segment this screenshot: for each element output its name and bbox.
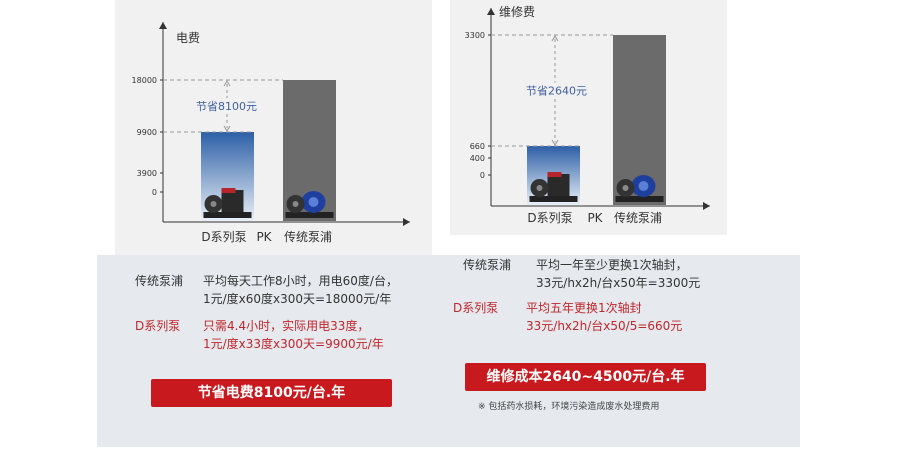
pump-motor bbox=[547, 174, 570, 196]
category-label-traditional: 传统泵浦 bbox=[614, 210, 662, 225]
pump-icon-t bbox=[285, 191, 334, 218]
left-d-label: D系列泵 bbox=[135, 319, 181, 333]
comparison-panel bbox=[97, 255, 800, 447]
pump-motor-top bbox=[547, 172, 562, 177]
pump-motor-highlight bbox=[638, 181, 649, 191]
pump-icon-d bbox=[203, 188, 252, 218]
difference-annotation: 节省2640元 bbox=[526, 85, 587, 98]
difference-arrow-down bbox=[551, 139, 559, 146]
y-tick-label: 3900 bbox=[137, 169, 157, 178]
pump-base bbox=[203, 212, 252, 218]
electricity-savings-banner: 节省电费8100元/台.年 bbox=[151, 379, 392, 407]
electricity-chart-panel bbox=[115, 0, 432, 255]
pump-icon-d bbox=[529, 172, 578, 202]
difference-arrow-up bbox=[223, 80, 231, 87]
pump-head-port bbox=[292, 201, 299, 207]
x-axis-arrow bbox=[703, 202, 710, 210]
y-tick-label: 9900 bbox=[137, 128, 157, 137]
pump-motor bbox=[221, 190, 244, 212]
difference-arrow-down bbox=[223, 125, 231, 132]
category-label-d-series: D系列泵 bbox=[527, 211, 572, 225]
pump-icon-t bbox=[615, 175, 664, 202]
left-d-line1: 只需4.4小时，实际用电33度， bbox=[203, 319, 370, 333]
right-d-line2: 33元/hx2h/台x50/5=660元 bbox=[526, 319, 683, 333]
pump-head-port bbox=[622, 185, 629, 191]
maintenance-savings-banner: 维修成本2640~4500元/台.年 bbox=[465, 363, 706, 391]
maintenance-chart-panel bbox=[450, 0, 727, 235]
pump-base bbox=[529, 196, 578, 202]
right-d-line1: 平均五年更换1次轴封 bbox=[526, 301, 642, 315]
pump-head-port bbox=[210, 201, 217, 207]
category-separator: PK bbox=[256, 230, 272, 244]
y-tick-label: 660 bbox=[470, 142, 485, 151]
y-tick-label: 400 bbox=[470, 154, 485, 163]
left-trad-line1: 平均每天工作8小时，用电60度/台， bbox=[203, 274, 398, 288]
x-axis-arrow bbox=[403, 218, 410, 226]
category-label-d-series: D系列泵 bbox=[201, 230, 246, 244]
y-axis-arrow bbox=[487, 8, 495, 15]
footnote: ※ 包括药水损耗，环境污染造成废水处理费用 bbox=[478, 402, 660, 412]
y-tick-label: 0 bbox=[152, 188, 157, 197]
y-tick-label: 0 bbox=[480, 171, 485, 180]
pump-motor-top bbox=[221, 188, 236, 193]
y-tick-label: 18000 bbox=[132, 76, 157, 85]
difference-arrow-up bbox=[551, 35, 559, 42]
pump-base bbox=[615, 196, 664, 202]
y-axis-label: 电费 bbox=[176, 31, 200, 45]
right-d-label: D系列泵 bbox=[453, 301, 499, 315]
category-separator: PK bbox=[587, 211, 603, 225]
left-d-line2: 1元/度x33度x300天=9900元/年 bbox=[203, 337, 384, 351]
left-trad-label: 传统泵浦 bbox=[135, 274, 184, 288]
right-trad-label: 传统泵浦 bbox=[463, 258, 512, 272]
difference-annotation: 节省8100元 bbox=[196, 100, 257, 113]
pump-head-port bbox=[536, 185, 543, 191]
right-trad-line2: 33元/hx2h/台x50年=3300元 bbox=[536, 276, 701, 290]
left-trad-line2: 1元/度x60度x300天=18000元/年 bbox=[203, 292, 392, 306]
pump-base bbox=[285, 212, 334, 218]
y-axis-label: 维修费 bbox=[499, 4, 535, 19]
right-trad-line1: 平均一年至少更换1次轴封， bbox=[536, 258, 688, 272]
category-label-traditional: 传统泵浦 bbox=[284, 229, 332, 244]
y-axis-arrow bbox=[159, 22, 167, 29]
pump-motor-highlight bbox=[308, 197, 319, 207]
y-tick-label: 3300 bbox=[465, 31, 485, 40]
